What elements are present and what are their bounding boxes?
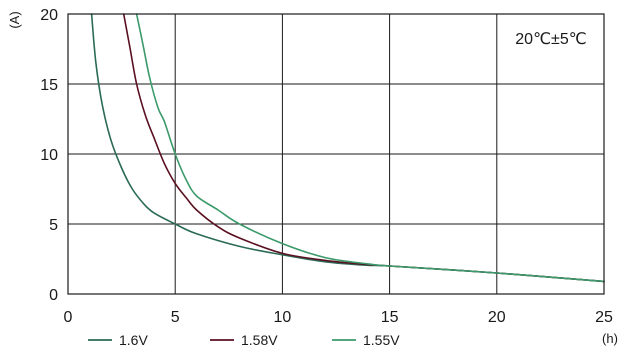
legend-label-2: 1.58V bbox=[241, 332, 278, 348]
legend: 1.6V 1.58V 1.55V bbox=[88, 332, 400, 348]
legend-label-1: 1.6V bbox=[119, 332, 148, 348]
annotation-box bbox=[498, 23, 602, 53]
y-tick-label: 15 bbox=[40, 77, 58, 94]
series-line-3 bbox=[135, 13, 605, 283]
x-tick-label: 20 bbox=[488, 309, 506, 326]
x-tick-label: 25 bbox=[595, 309, 613, 326]
y-tick-label: 0 bbox=[49, 287, 58, 304]
temperature-annotation: 20℃±5℃ bbox=[515, 31, 586, 48]
y-tick-label: 20 bbox=[40, 7, 58, 24]
x-axis-unit: (h) bbox=[602, 331, 618, 346]
x-axis-ticks: 0 5 10 15 20 25 bbox=[64, 309, 613, 326]
plot-frame bbox=[67, 13, 605, 295]
y-tick-label: 5 bbox=[49, 217, 58, 234]
x-tick-label: 5 bbox=[171, 309, 180, 326]
x-tick-label: 0 bbox=[64, 309, 73, 326]
y-tick-label: 10 bbox=[40, 147, 58, 164]
legend-label-3: 1.55V bbox=[363, 332, 400, 348]
x-tick-label: 15 bbox=[381, 309, 399, 326]
grid-lines bbox=[68, 14, 604, 294]
y-axis-unit: (A) bbox=[7, 11, 22, 28]
y-axis-ticks: 0 5 10 15 20 bbox=[40, 7, 58, 304]
data-curves bbox=[90, 13, 605, 283]
x-tick-label: 10 bbox=[274, 309, 292, 326]
